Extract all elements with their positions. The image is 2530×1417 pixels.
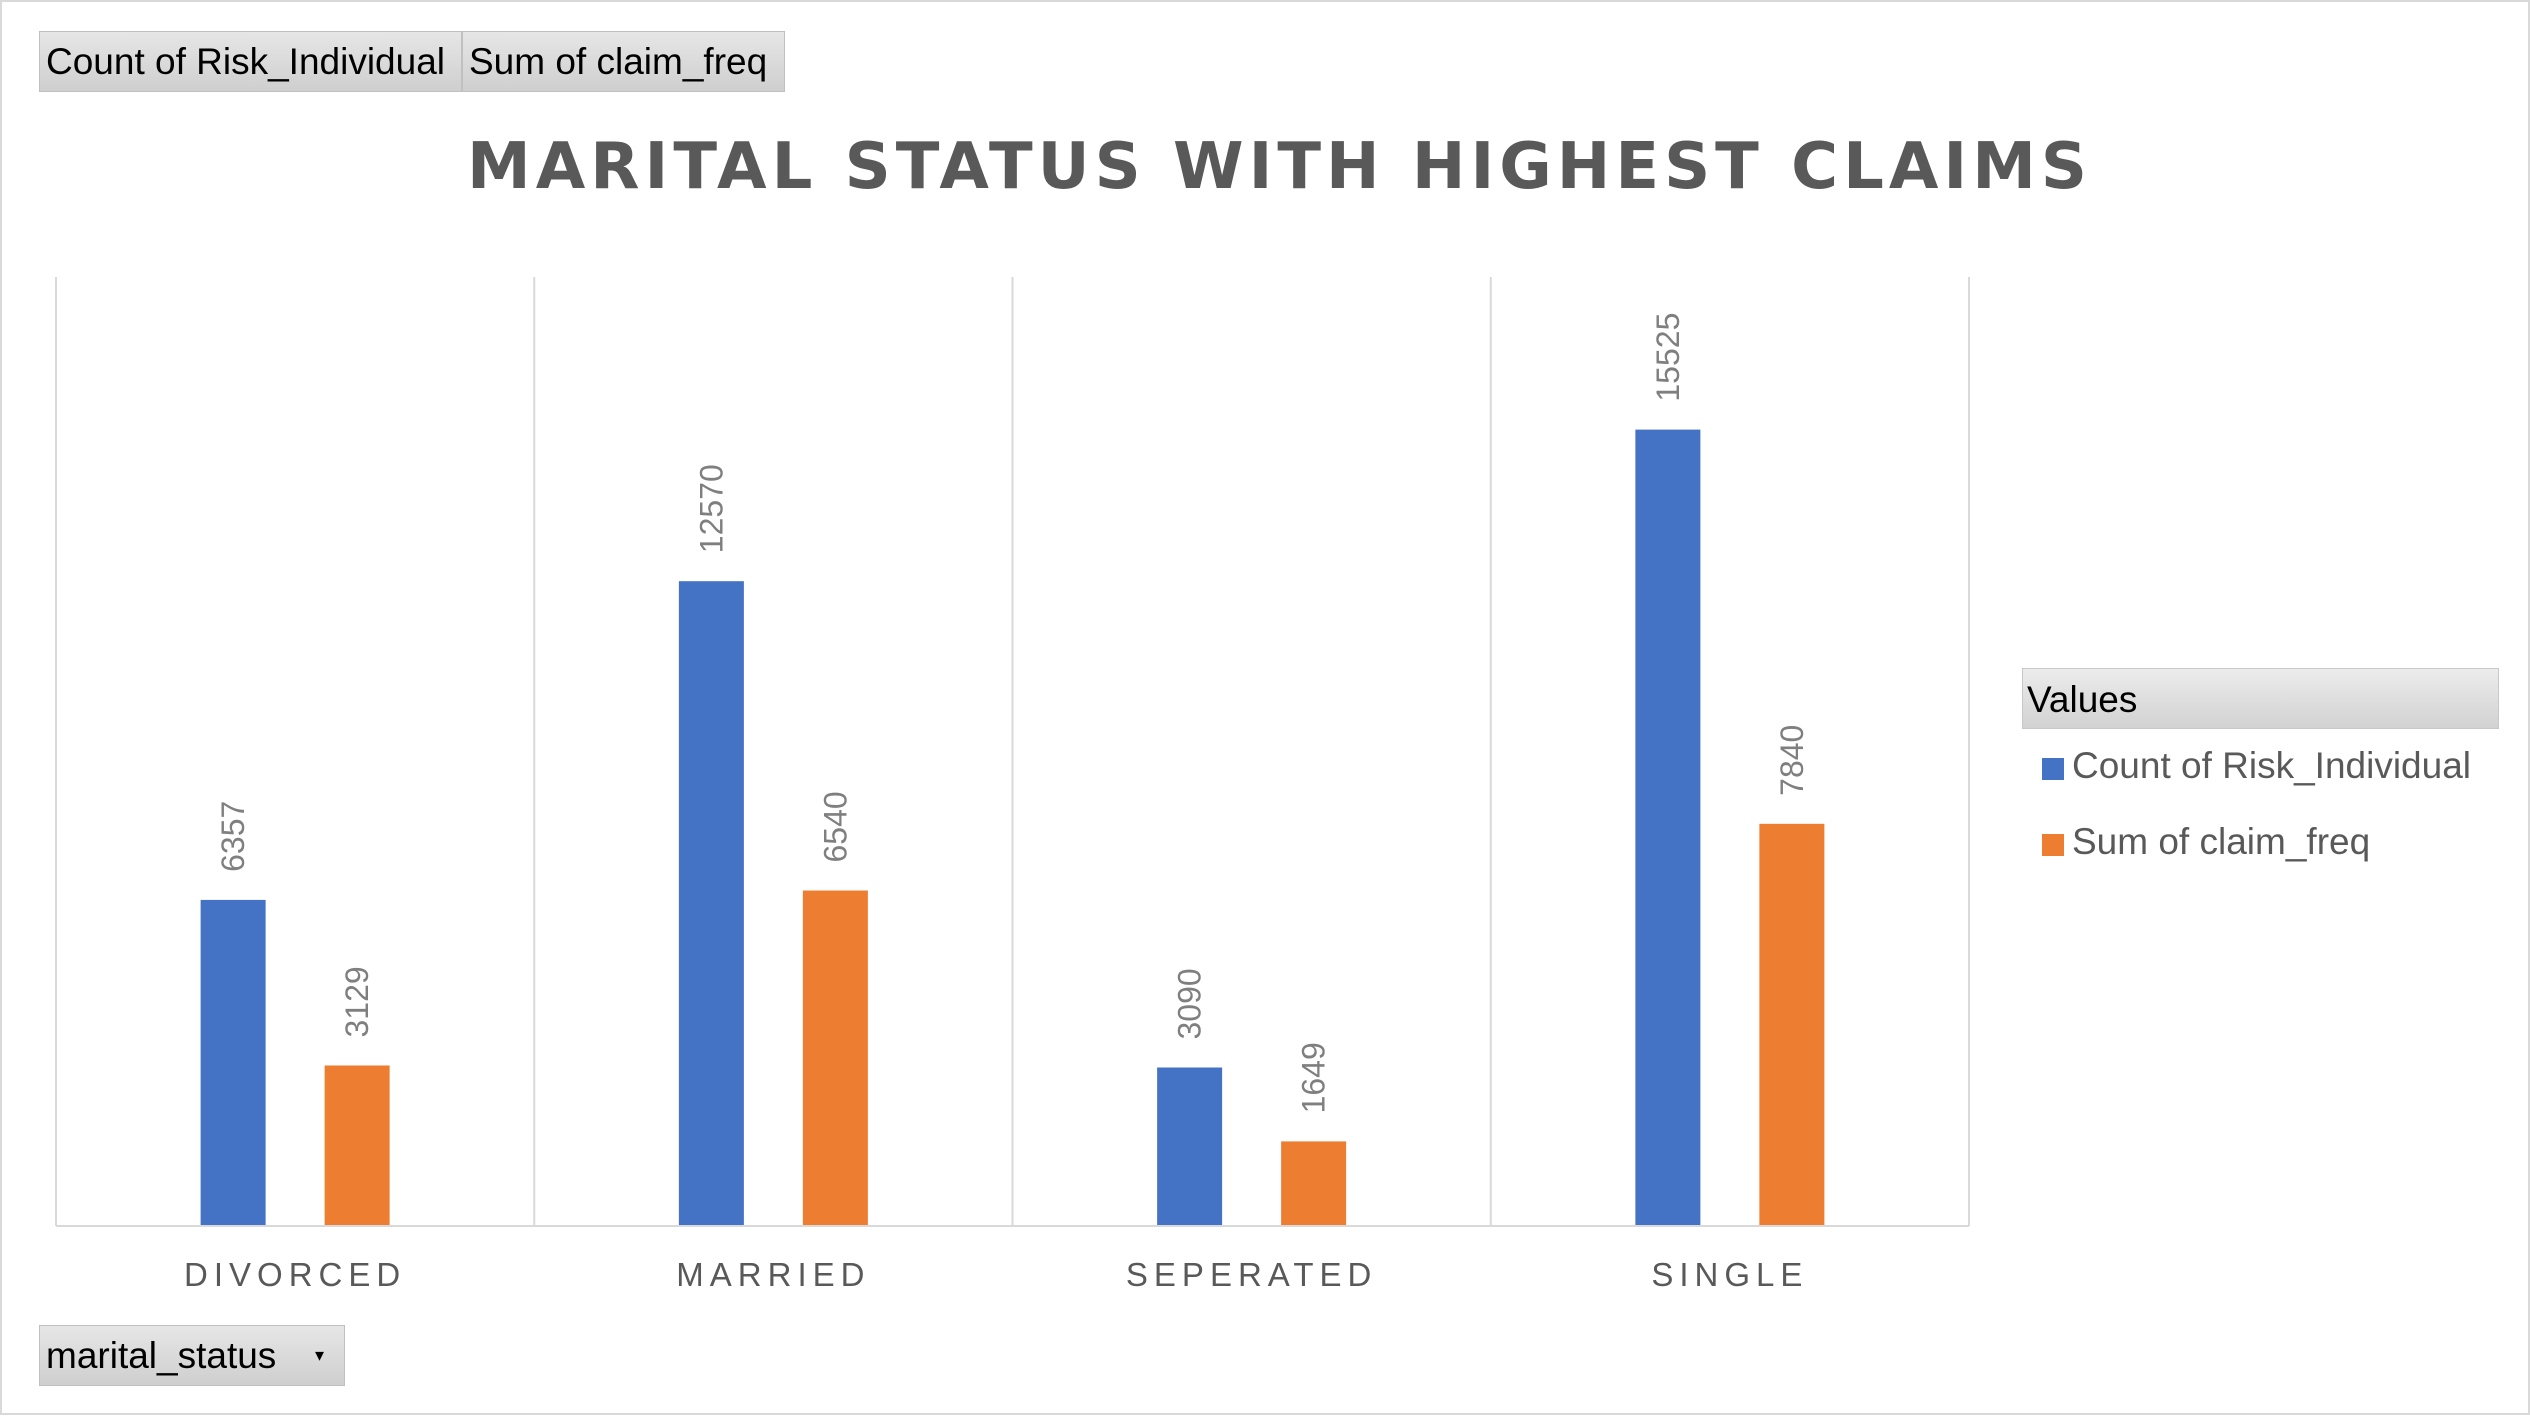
legend-item-sum-claim-freq[interactable]: Sum of claim_freq: [2022, 805, 2499, 881]
legend-label: Sum of claim_freq: [2072, 821, 2371, 862]
legend-header-values[interactable]: Values: [2022, 668, 2499, 729]
data-label: 6540: [817, 791, 853, 862]
x-tick-label: MARRIED: [676, 1256, 870, 1293]
chart-title: MARITAL STATUS WITH HIGHEST CLAIMS: [467, 130, 2092, 204]
legend-swatch-series2-icon: [2042, 834, 2064, 856]
data-labels: 6357 3129 12570 6540 3090 1649 15525 7840: [215, 313, 1810, 1114]
x-tick-label: SINGLE: [1651, 1256, 1808, 1293]
legend-swatch-series1-icon: [2042, 758, 2064, 780]
chart-legend: Values Count of Risk_Individual Sum of c…: [2022, 668, 2499, 881]
data-label: 6357: [215, 801, 251, 872]
dropdown-arrow-icon[interactable]: ▾: [314, 1345, 324, 1365]
data-label: 3090: [1172, 968, 1208, 1039]
bar-seperated-series2[interactable]: [1281, 1141, 1347, 1226]
legend-label: Count of Risk_Individual: [2072, 745, 2471, 786]
bar-single-series1[interactable]: [1635, 429, 1701, 1226]
data-label: 15525: [1650, 313, 1686, 402]
x-tick-label: SEPERATED: [1126, 1256, 1377, 1293]
legend-item-count-risk-individual[interactable]: Count of Risk_Individual: [2022, 729, 2499, 805]
bar-seperated-series1[interactable]: [1157, 1067, 1223, 1226]
data-label: 7840: [1774, 725, 1810, 796]
value-field-button-count-risk-individual[interactable]: Count of Risk_Individual: [39, 31, 462, 92]
gridlines: [55, 277, 1970, 1226]
bar-series: [200, 429, 1825, 1226]
bar-married-series1[interactable]: [678, 581, 744, 1226]
category-axis: DIVORCED MARRIED SEPERATED SINGLE: [56, 1225, 1969, 1293]
value-field-button-sum-claim-freq[interactable]: Sum of claim_freq: [462, 31, 785, 92]
bar-divorced-series2[interactable]: [324, 1065, 390, 1226]
data-label: 3129: [339, 966, 375, 1037]
bar-divorced-series1[interactable]: [200, 899, 266, 1226]
data-label: 1649: [1296, 1042, 1332, 1113]
data-label: 12570: [693, 464, 729, 553]
axis-field-button-marital-status[interactable]: marital_status ▾: [39, 1325, 345, 1386]
axis-field-label: marital_status: [46, 1335, 277, 1376]
bar-married-series2[interactable]: [802, 890, 868, 1226]
bar-single-series2[interactable]: [1759, 823, 1825, 1226]
x-tick-label: DIVORCED: [184, 1256, 406, 1293]
